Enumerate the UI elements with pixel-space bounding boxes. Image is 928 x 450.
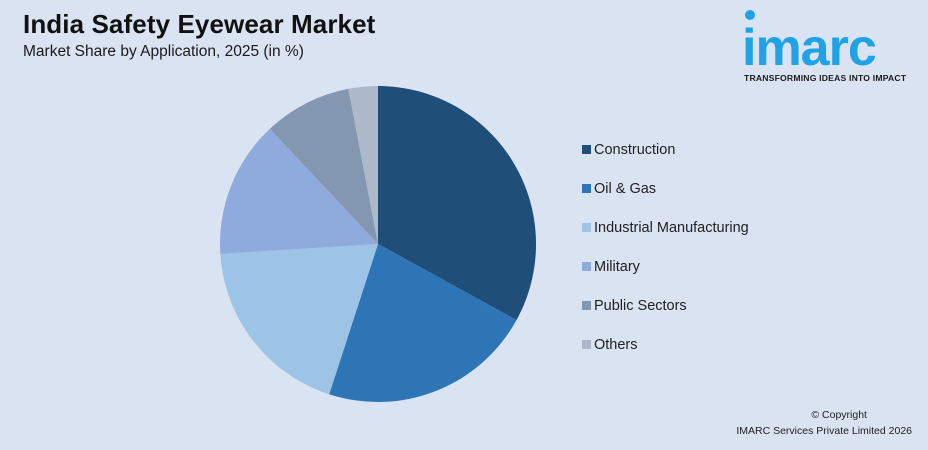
pie-slice-industrial-manufacturing [220,244,378,395]
logo-wordmark: imarc [742,19,877,77]
legend-item-public-sectors: Public Sectors [582,296,749,315]
legend-label: Military [594,258,640,275]
chart-title: India Safety Eyewear Market [23,9,376,39]
pie-slice-others [348,85,378,245]
logo-dot-icon [745,10,755,20]
copyright-notice: © Copyright IMARC Services Private Limit… [736,407,912,439]
legend-label: Industrial Manufacturing [594,219,749,236]
imarc-logo: imarc TRANSFORMING IDEAS INTO IMPACT [742,8,922,88]
legend-item-military: Military [582,257,749,276]
copyright-line-1: © Copyright [811,409,867,421]
pie-slice-oil-gas [329,244,517,403]
legend-item-construction: Construction [582,140,749,159]
pie-chart [219,85,537,403]
legend-label: Oil & Gas [594,180,657,197]
legend-label: Others [594,336,638,353]
legend-swatch [582,184,591,193]
pie-slice-military [219,128,378,254]
legend-item-oil-gas: Oil & Gas [582,179,749,198]
chart-subtitle: Market Share by Application, 2025 (in %) [23,43,304,60]
legend-item-industrial-manufacturing: Industrial Manufacturing [582,218,749,237]
copyright-line-2: IMARC Services Private Limited 2026 [736,425,912,437]
legend-swatch [582,340,591,349]
pie-slice-public-sectors [269,88,378,244]
chart-legend: Construction Oil & Gas Industrial Manufa… [582,140,749,374]
legend-label: Public Sectors [594,297,687,314]
logo-tagline: TRANSFORMING IDEAS INTO IMPACT [744,73,907,83]
legend-item-others: Others [582,335,749,354]
legend-swatch [582,223,591,232]
pie-slice-construction [378,85,537,321]
legend-swatch [582,262,591,271]
legend-swatch [582,145,591,154]
legend-label: Construction [594,141,676,158]
legend-swatch [582,301,591,310]
